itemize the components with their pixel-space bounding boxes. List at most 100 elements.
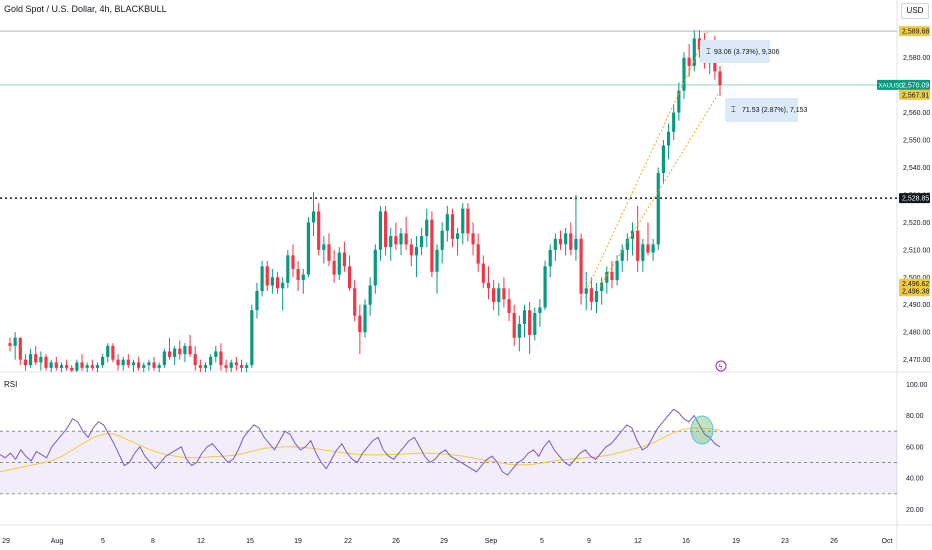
candle[interactable] (486, 282, 491, 289)
candle[interactable] (625, 238, 629, 250)
candle[interactable] (270, 277, 274, 286)
candle[interactable] (75, 362, 79, 371)
candle[interactable] (147, 362, 151, 366)
candle[interactable] (306, 222, 311, 275)
candle[interactable] (322, 244, 326, 250)
candle[interactable] (296, 269, 300, 281)
candle[interactable] (28, 354, 33, 366)
candle[interactable] (80, 362, 84, 368)
candle[interactable] (178, 348, 182, 355)
candle[interactable] (414, 247, 419, 256)
candle[interactable] (142, 365, 146, 368)
candle[interactable] (358, 315, 362, 333)
candle[interactable] (399, 233, 403, 245)
candle[interactable] (430, 219, 434, 272)
candle[interactable] (471, 233, 475, 245)
candle[interactable] (404, 233, 408, 245)
candle[interactable] (353, 288, 357, 316)
candle[interactable] (327, 244, 331, 261)
candle[interactable] (641, 244, 645, 261)
candle[interactable] (234, 362, 238, 366)
candle[interactable] (574, 238, 578, 250)
candle[interactable] (507, 299, 511, 313)
candle[interactable] (569, 233, 573, 250)
candle[interactable] (425, 219, 429, 237)
candle[interactable] (373, 249, 377, 286)
candle[interactable] (101, 356, 105, 366)
candle[interactable] (301, 274, 305, 281)
candle[interactable] (456, 233, 460, 239)
candle[interactable] (70, 367, 74, 371)
candle[interactable] (481, 263, 485, 283)
candle[interactable] (34, 354, 38, 363)
candle[interactable] (605, 271, 609, 283)
candle[interactable] (672, 112, 676, 132)
candle[interactable] (121, 359, 125, 366)
candle[interactable] (718, 71, 722, 86)
candle[interactable] (666, 131, 671, 146)
candle[interactable] (64, 365, 69, 368)
candle[interactable] (183, 345, 187, 355)
candle[interactable] (90, 365, 94, 368)
currency-button[interactable]: USD (901, 3, 929, 19)
candle[interactable] (131, 362, 136, 366)
candle[interactable] (558, 238, 563, 245)
candle[interactable] (692, 38, 696, 66)
candle[interactable] (137, 362, 141, 368)
candle[interactable] (167, 351, 172, 357)
candle[interactable] (677, 90, 681, 113)
candle[interactable] (615, 260, 619, 281)
candle[interactable] (497, 288, 501, 302)
candle[interactable] (111, 345, 115, 360)
candle[interactable] (636, 230, 640, 261)
candle[interactable] (281, 282, 285, 289)
candle[interactable] (224, 365, 228, 368)
candle[interactable] (533, 312, 537, 335)
candle[interactable] (59, 365, 64, 368)
candle[interactable] (255, 291, 259, 311)
candle[interactable] (203, 365, 208, 368)
candle[interactable] (198, 365, 202, 368)
candle[interactable] (445, 214, 449, 231)
candle[interactable] (260, 266, 264, 292)
candle[interactable] (188, 345, 192, 355)
candle[interactable] (579, 238, 583, 294)
candle[interactable] (476, 244, 480, 264)
candle[interactable] (502, 288, 506, 300)
candle[interactable] (173, 348, 177, 357)
candle[interactable] (311, 211, 316, 223)
candle[interactable] (250, 310, 254, 366)
candle[interactable] (13, 337, 17, 346)
candle[interactable] (106, 345, 110, 357)
candle[interactable] (85, 365, 89, 368)
candle[interactable] (162, 351, 166, 366)
candle[interactable] (630, 230, 635, 239)
candle[interactable] (522, 310, 527, 324)
candle[interactable] (651, 244, 655, 253)
candle[interactable] (317, 211, 321, 250)
candle[interactable] (337, 252, 341, 275)
candle[interactable] (610, 271, 614, 281)
candle[interactable] (450, 214, 455, 239)
candle[interactable] (219, 351, 223, 366)
candle[interactable] (589, 288, 593, 302)
candle[interactable] (49, 362, 53, 368)
candle[interactable] (229, 362, 233, 368)
candle[interactable] (512, 312, 516, 338)
candle[interactable] (347, 266, 352, 289)
candle[interactable] (600, 282, 604, 292)
candle[interactable] (419, 236, 424, 248)
candle[interactable] (363, 304, 367, 333)
candle[interactable] (39, 356, 43, 363)
candle[interactable] (342, 252, 347, 267)
candle[interactable] (492, 288, 496, 302)
candle[interactable] (18, 337, 22, 360)
candle[interactable] (95, 365, 100, 368)
candle[interactable] (116, 359, 120, 366)
candle[interactable] (383, 211, 388, 248)
candle[interactable] (543, 266, 547, 308)
candle[interactable] (275, 277, 280, 289)
candle[interactable] (553, 238, 557, 250)
candle[interactable] (687, 57, 691, 66)
